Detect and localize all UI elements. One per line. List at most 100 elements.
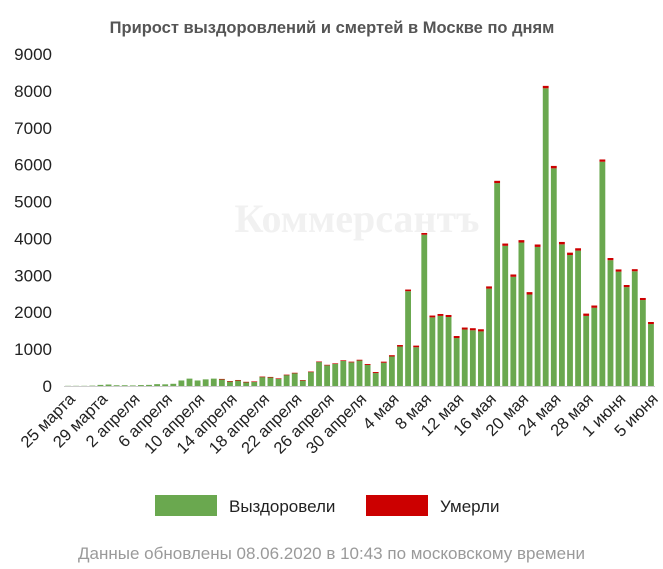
bar-recovered: [138, 385, 144, 386]
bar-recovered: [227, 381, 233, 386]
bar-died: [542, 85, 549, 89]
bar-died: [631, 269, 638, 272]
bar-died: [599, 159, 606, 162]
bar-recovered: [502, 245, 509, 386]
bar-recovered: [510, 276, 517, 386]
bar-recovered: [202, 379, 209, 386]
bar-died: [502, 243, 509, 246]
y-tick-label: 7000: [14, 119, 52, 138]
bar-died: [623, 285, 630, 288]
bar-died: [639, 297, 646, 301]
bar-recovered: [405, 291, 411, 386]
bar-recovered: [437, 315, 444, 386]
x-tick-label: 4 мая: [359, 390, 402, 433]
y-tick-label: 8000: [14, 82, 52, 101]
bar-recovered: [340, 360, 347, 386]
legend: Выздоровели Умерли: [155, 495, 499, 516]
bar-died: [478, 329, 484, 332]
bar-recovered: [146, 384, 152, 386]
y-tick-label: 0: [43, 377, 52, 396]
bar-died: [518, 240, 525, 243]
bar-recovered: [413, 347, 420, 386]
bar-recovered: [591, 307, 598, 386]
bar-recovered: [162, 384, 169, 386]
bar-died: [299, 380, 306, 381]
bar-recovered: [542, 88, 549, 386]
bar-died: [291, 372, 298, 374]
bar-recovered: [631, 271, 638, 386]
bar-recovered: [121, 385, 128, 386]
bar-died: [364, 364, 371, 365]
bar-recovered: [526, 294, 533, 386]
y-axis: 0 1000 2000 3000 4000 5000 6000 7000 8000 9000: [14, 45, 52, 396]
bar-recovered: [291, 373, 298, 386]
legend-swatch-recovered: [155, 495, 217, 516]
bar-recovered: [194, 380, 201, 386]
bar-died: [437, 313, 444, 316]
bar-recovered: [348, 362, 355, 386]
bar-died: [429, 315, 436, 318]
y-tick-label: 6000: [14, 156, 52, 175]
legend-label-died: Умерли: [440, 497, 499, 516]
bar-recovered: [259, 376, 266, 386]
bar-recovered: [235, 380, 241, 386]
bar-died: [372, 372, 379, 374]
bar-recovered: [648, 324, 654, 386]
bar-recovered: [356, 360, 363, 386]
bar-died: [558, 241, 565, 245]
bar-recovered: [154, 384, 161, 386]
bar-died: [550, 165, 557, 169]
bar-recovered: [178, 380, 185, 386]
bar-recovered: [324, 365, 331, 386]
y-tick-label: 1000: [14, 340, 52, 359]
bar-recovered: [97, 384, 104, 386]
bars: [65, 85, 654, 387]
bar-died: [526, 292, 533, 295]
legend-swatch-died: [366, 495, 428, 516]
bar-recovered: [275, 378, 282, 386]
bar-recovered: [364, 364, 371, 386]
bar-recovered: [615, 271, 622, 386]
bar-recovered: [332, 363, 339, 386]
bar-recovered: [89, 385, 96, 387]
bar-recovered: [583, 315, 590, 386]
bar-died: [227, 381, 233, 382]
bar-died: [413, 345, 420, 348]
bar-recovered: [461, 329, 468, 386]
bar-recovered: [469, 330, 476, 386]
bar-died: [388, 355, 395, 357]
y-tick-label: 9000: [14, 45, 52, 64]
bar-died: [405, 289, 411, 292]
bar-died: [348, 361, 355, 363]
bar-died: [259, 376, 266, 378]
bar-died: [591, 305, 598, 308]
y-tick-label: 2000: [14, 303, 52, 322]
bar-died: [251, 381, 258, 383]
bar-recovered: [453, 338, 460, 386]
bar-died: [356, 359, 363, 361]
bar-recovered: [316, 362, 322, 386]
update-note: Данные обновлены 08.06.2020 в 10:43 по м…: [78, 544, 585, 563]
bar-recovered: [388, 356, 395, 386]
bar-died: [324, 364, 331, 366]
bar-died: [453, 336, 460, 339]
bar-recovered: [283, 374, 290, 386]
y-tick-label: 3000: [14, 266, 52, 285]
bar-recovered: [599, 161, 606, 386]
bar-recovered: [639, 300, 646, 386]
bar-died: [494, 180, 501, 184]
bar-died: [267, 376, 274, 378]
bar-died: [275, 378, 282, 379]
bar-recovered: [607, 260, 614, 386]
bar-died: [218, 378, 225, 380]
bar-recovered: [210, 378, 217, 386]
bar-died: [340, 360, 347, 361]
bar-recovered: [308, 371, 314, 386]
bar-recovered: [397, 346, 403, 386]
bar-recovered: [550, 168, 557, 386]
bar-died: [486, 286, 492, 289]
bar-recovered: [567, 255, 573, 386]
y-tick-label: 4000: [14, 229, 52, 248]
bar-recovered: [494, 183, 501, 386]
